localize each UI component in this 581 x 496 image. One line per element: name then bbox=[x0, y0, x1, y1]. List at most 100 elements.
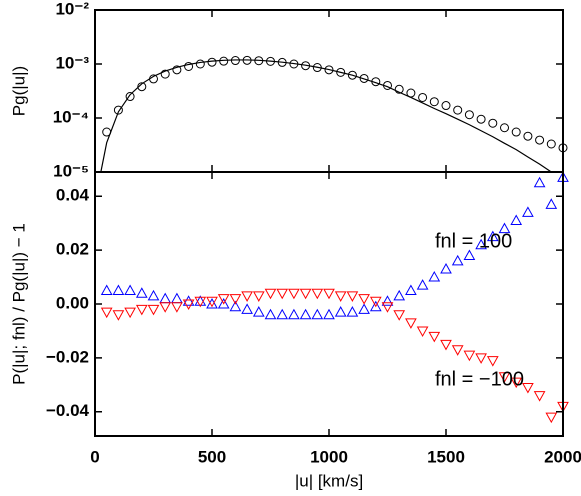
data-point bbox=[323, 288, 335, 300]
y-tick-label: 10⁻² bbox=[55, 0, 89, 18]
data-point bbox=[428, 271, 441, 282]
data-point bbox=[311, 308, 324, 320]
data-point bbox=[171, 302, 183, 313]
data-point bbox=[498, 222, 511, 234]
data-point bbox=[219, 56, 229, 66]
y-tick-label: −0.02 bbox=[46, 347, 89, 366]
data-point bbox=[523, 131, 533, 141]
data-point bbox=[369, 296, 382, 308]
y-tick-label: 0.02 bbox=[56, 240, 89, 259]
data-point bbox=[545, 412, 558, 424]
data-point bbox=[147, 289, 160, 301]
data-point bbox=[324, 65, 334, 75]
data-point bbox=[545, 198, 558, 209]
data-point bbox=[311, 288, 324, 300]
data-point bbox=[182, 299, 195, 311]
data-point bbox=[100, 307, 113, 319]
data-point bbox=[160, 69, 170, 79]
data-point bbox=[405, 284, 417, 296]
data-point bbox=[112, 310, 125, 321]
data-point bbox=[535, 135, 545, 145]
data-point bbox=[184, 61, 194, 71]
y-tick-label: −0.04 bbox=[46, 401, 90, 420]
data-point bbox=[241, 303, 253, 314]
data-point bbox=[135, 304, 148, 316]
x-tick-label: 2000 bbox=[544, 447, 581, 466]
annotation: fnl = −100 bbox=[435, 368, 524, 390]
x-axis-label: |u| [km/s] bbox=[295, 471, 363, 490]
data-point bbox=[299, 288, 312, 300]
y-axis-label: Pg(|u|) bbox=[9, 66, 28, 116]
data-point bbox=[288, 308, 300, 320]
data-point bbox=[416, 279, 429, 290]
data-point bbox=[463, 249, 476, 261]
data-point bbox=[418, 92, 428, 102]
data-point bbox=[288, 288, 300, 300]
data-point bbox=[358, 303, 370, 314]
data-point bbox=[147, 304, 160, 316]
data-point bbox=[475, 238, 487, 250]
data-point bbox=[112, 284, 125, 296]
data-point bbox=[416, 326, 429, 337]
data-point bbox=[488, 118, 498, 128]
data-point bbox=[463, 350, 476, 362]
data-point bbox=[429, 97, 439, 107]
y-tick-label: 10⁻⁴ bbox=[53, 107, 89, 126]
y-tick-label: 10⁻³ bbox=[55, 53, 89, 72]
data-point bbox=[451, 254, 464, 266]
data-point bbox=[217, 297, 230, 309]
data-point bbox=[323, 308, 335, 320]
data-point bbox=[440, 262, 452, 274]
data-point bbox=[171, 292, 183, 304]
data-point bbox=[510, 214, 523, 225]
data-point bbox=[252, 306, 265, 317]
data-point bbox=[207, 57, 217, 67]
data-point bbox=[124, 307, 136, 319]
data-point bbox=[206, 297, 218, 309]
data-point bbox=[113, 105, 123, 115]
data-point bbox=[276, 308, 289, 320]
data-point bbox=[135, 287, 148, 298]
data-point bbox=[522, 206, 534, 217]
data-point bbox=[486, 230, 499, 242]
data-point bbox=[453, 105, 463, 115]
data-point bbox=[336, 67, 346, 77]
data-point bbox=[381, 302, 394, 313]
data-point bbox=[252, 291, 265, 302]
data-point bbox=[217, 294, 230, 305]
data-point bbox=[334, 306, 347, 317]
x-tick-label: 1000 bbox=[310, 447, 348, 466]
data-point bbox=[334, 291, 347, 302]
data-point bbox=[137, 82, 147, 92]
y-tick-label: 0.00 bbox=[56, 293, 89, 312]
data-point bbox=[533, 391, 546, 402]
data-point bbox=[346, 291, 359, 302]
data-point bbox=[475, 353, 487, 364]
data-point bbox=[369, 300, 382, 312]
model-line bbox=[100, 59, 552, 173]
data-point bbox=[546, 139, 556, 149]
data-point bbox=[358, 294, 370, 305]
data-point bbox=[347, 70, 357, 80]
data-point bbox=[394, 84, 404, 94]
y-axis-label: P(|u|; fnl) / Pg(|u|) − 1 bbox=[9, 223, 28, 385]
x-tick-label: 500 bbox=[198, 447, 226, 466]
plot-frame bbox=[94, 9, 564, 173]
data-point bbox=[159, 302, 172, 313]
data-point bbox=[510, 377, 523, 389]
data-point bbox=[476, 114, 486, 124]
data-point bbox=[393, 289, 406, 301]
data-point bbox=[206, 296, 218, 308]
data-point bbox=[229, 300, 242, 312]
data-point bbox=[264, 288, 277, 300]
plot-frame bbox=[94, 171, 564, 437]
data-point bbox=[195, 59, 205, 69]
data-point bbox=[229, 294, 242, 305]
data-point bbox=[100, 284, 113, 296]
data-point bbox=[125, 92, 135, 102]
x-tick-label: 0 bbox=[90, 447, 99, 466]
data-point bbox=[124, 284, 136, 296]
data-point bbox=[182, 295, 195, 306]
data-point bbox=[393, 310, 406, 321]
